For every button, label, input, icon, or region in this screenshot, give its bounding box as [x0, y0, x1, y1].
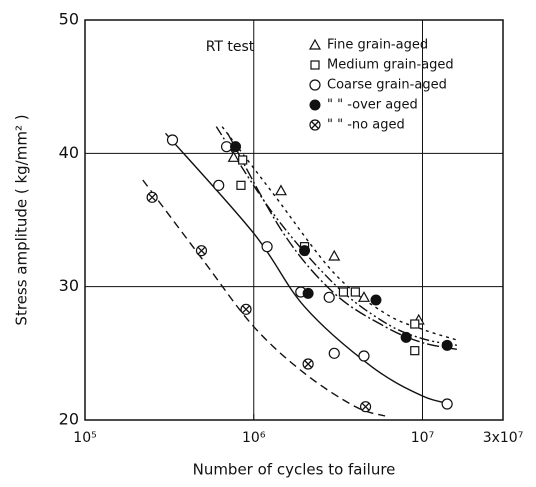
y-tick-label: 30: [59, 276, 79, 295]
square: [410, 319, 420, 329]
marker: [195, 245, 208, 257]
marker: [370, 294, 382, 306]
marker: [236, 180, 246, 190]
marker: [146, 191, 158, 203]
x-tick-label: 10⁵: [73, 430, 96, 446]
marker: [359, 401, 372, 413]
circle: [230, 141, 242, 153]
triangle: [357, 291, 370, 302]
marker: [441, 398, 453, 410]
marker: [323, 291, 335, 303]
hatch: [197, 246, 206, 255]
circle: [299, 245, 311, 257]
circle: [261, 241, 273, 253]
triangle: [274, 184, 287, 196]
triangle: [328, 249, 341, 261]
x-tick-label: 3x10⁷: [483, 430, 524, 446]
circle: [309, 79, 321, 91]
fit-curve: [142, 179, 386, 417]
hatch: [361, 402, 370, 411]
y-tick-label: 50: [59, 10, 79, 29]
circle: [400, 331, 412, 343]
circle: [309, 99, 321, 111]
marker: [328, 249, 341, 261]
marker: [357, 291, 370, 302]
legend-label: Fine grain-aged: [327, 38, 428, 53]
marker: [302, 358, 314, 370]
marker: [400, 331, 412, 343]
marker: [240, 303, 252, 315]
circle: [441, 339, 453, 351]
marker: [410, 346, 420, 356]
square: [338, 287, 349, 297]
fit-curve: [215, 126, 458, 347]
marker: [350, 287, 360, 297]
legend-label: Medium grain-aged: [327, 58, 454, 73]
hatch: [148, 193, 157, 202]
marker: [309, 79, 321, 91]
circle: [370, 294, 382, 306]
square: [310, 60, 320, 70]
fit-curve: [221, 126, 458, 341]
marker: [274, 184, 287, 196]
circle: [328, 347, 340, 359]
marker: [309, 119, 321, 131]
marker: [238, 155, 248, 165]
circle: [302, 287, 314, 299]
y-axis-label: Stress amplitude ( kg/mm² ): [13, 114, 31, 325]
marker: [309, 99, 321, 111]
marker: [441, 339, 453, 351]
marker: [410, 319, 420, 329]
triangle: [308, 38, 322, 50]
marker: [299, 245, 311, 257]
fit-curve: [164, 132, 453, 405]
legend-label: " " -over aged: [327, 98, 418, 113]
legend-label: Coarse grain-aged: [327, 78, 447, 93]
marker: [308, 38, 322, 50]
circle: [213, 179, 225, 191]
legend-label: " " -no aged: [327, 118, 405, 133]
hatch: [304, 360, 313, 368]
marker: [338, 287, 349, 297]
marker: [213, 179, 225, 191]
square: [410, 346, 420, 356]
triangle: [227, 151, 240, 162]
hatch: [242, 305, 250, 314]
marker: [358, 350, 370, 362]
circle: [323, 291, 335, 303]
square: [350, 287, 360, 297]
circle: [441, 398, 453, 410]
x-tick-label: 10⁶: [242, 430, 266, 446]
marker: [261, 241, 273, 253]
marker: [328, 347, 340, 359]
marker: [230, 141, 242, 153]
marker: [166, 134, 179, 146]
y-tick-label: 20: [59, 410, 79, 429]
plot-frame: [84, 19, 504, 421]
circle: [166, 134, 179, 146]
fit-curve: [226, 132, 458, 351]
marker: [302, 287, 314, 299]
x-tick-label: 10⁷: [411, 430, 434, 446]
y-tick-label: 40: [59, 143, 79, 162]
x-axis-label: Number of cycles to failure: [193, 461, 396, 479]
hatch: [311, 121, 319, 129]
marker: [227, 151, 240, 162]
marker: [310, 60, 320, 70]
circle: [358, 350, 370, 362]
annotation: RT test: [206, 39, 255, 55]
square: [236, 180, 246, 190]
square: [238, 155, 248, 165]
